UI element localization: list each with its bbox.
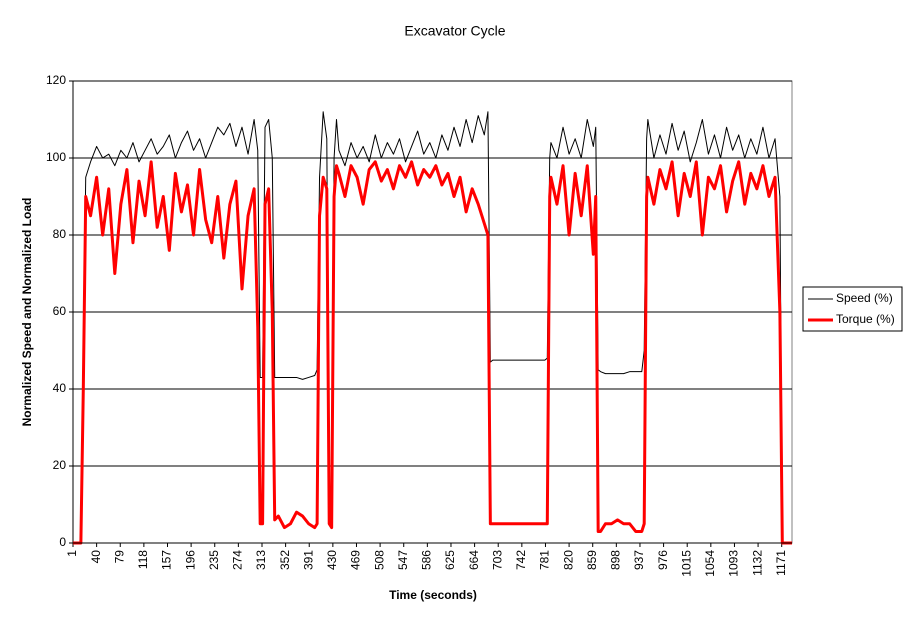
x-tick-label: 1132 xyxy=(750,550,764,576)
x-tick-label: 625 xyxy=(443,550,457,570)
legend-label: Torque (%) xyxy=(836,312,895,326)
x-tick-label: 586 xyxy=(420,550,434,570)
x-tick-label: 703 xyxy=(490,550,504,570)
x-tick-label: 781 xyxy=(538,550,552,570)
x-tick-label: 118 xyxy=(136,550,150,569)
x-tick-label: 235 xyxy=(207,550,221,570)
y-tick-label: 20 xyxy=(53,458,67,472)
x-tick-label: 79 xyxy=(112,550,126,564)
x-tick-label: 1015 xyxy=(679,550,693,577)
y-tick-label: 60 xyxy=(53,304,67,318)
x-tick-label: 1 xyxy=(65,550,79,557)
x-tick-label: 196 xyxy=(183,550,197,570)
y-tick-label: 40 xyxy=(53,381,67,395)
x-axis-title: Time (seconds) xyxy=(389,588,477,602)
x-tick-label: 1093 xyxy=(727,550,741,577)
x-tick-label: 391 xyxy=(301,550,315,570)
y-axis-title: Normalized Speed and Normalized Load xyxy=(20,198,34,427)
x-tick-label: 898 xyxy=(609,550,623,570)
x-tick-label: 40 xyxy=(89,550,103,564)
x-tick-label: 274 xyxy=(231,550,245,570)
x-tick-label: 508 xyxy=(372,550,386,570)
x-tick-label: 859 xyxy=(585,550,599,570)
y-tick-label: 120 xyxy=(46,73,66,87)
x-tick-label: 1054 xyxy=(703,550,717,577)
x-tick-label: 820 xyxy=(561,550,575,570)
legend-label: Speed (%) xyxy=(836,291,893,305)
x-tick-label: 937 xyxy=(632,550,646,570)
y-tick-label: 80 xyxy=(53,227,67,241)
x-tick-label: 469 xyxy=(349,550,363,570)
x-tick-label: 664 xyxy=(467,550,481,570)
x-tick-label: 976 xyxy=(656,550,670,570)
y-tick-label: 100 xyxy=(46,150,66,164)
x-tick-label: 547 xyxy=(396,550,410,570)
x-tick-label: 352 xyxy=(278,550,292,570)
chart-title: Excavator Cycle xyxy=(404,23,505,39)
x-tick-label: 1171 xyxy=(774,550,788,576)
series-line xyxy=(73,160,792,545)
y-tick-label: 0 xyxy=(59,535,66,549)
x-tick-label: 430 xyxy=(325,550,339,570)
series-line xyxy=(73,111,792,544)
legend-box xyxy=(802,286,903,332)
x-tick-label: 313 xyxy=(254,550,268,570)
x-tick-label: 742 xyxy=(514,550,528,570)
x-tick-label: 157 xyxy=(160,550,174,570)
